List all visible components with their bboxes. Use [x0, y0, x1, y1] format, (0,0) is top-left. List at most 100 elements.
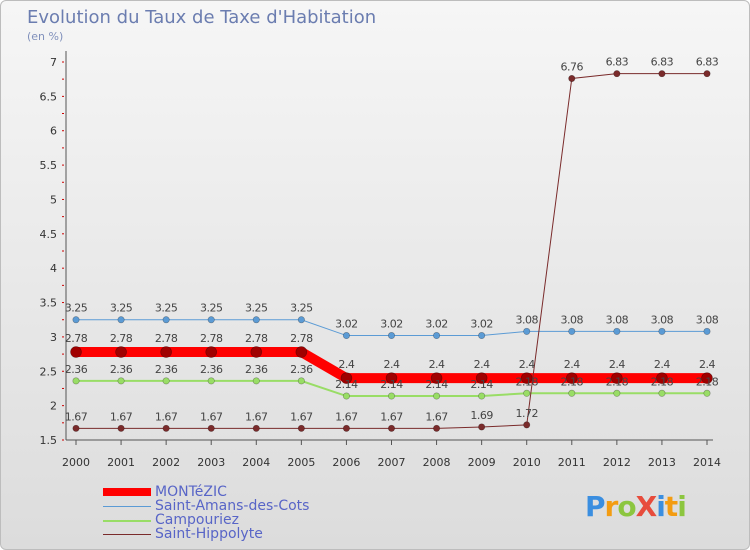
data-point-1: [162, 316, 170, 324]
data-point-3: [387, 424, 395, 432]
data-point-3: [252, 424, 260, 432]
data-point-3: [478, 423, 486, 431]
data-label-3: 1.67: [380, 410, 403, 423]
data-point-1: [703, 327, 711, 335]
data-point-2: [342, 392, 350, 400]
data-label-1: 3.25: [200, 302, 223, 315]
x-tick-label: 2000: [62, 456, 90, 469]
data-label-1: 3.08: [515, 313, 538, 326]
data-point-0: [70, 346, 82, 358]
data-label-0: 2.78: [200, 332, 223, 345]
data-label-2: 2.14: [470, 378, 493, 391]
data-label-3: 1.67: [200, 410, 223, 423]
data-label-3: 1.72: [515, 407, 538, 420]
legend-swatch-campouriez: [103, 520, 151, 522]
data-label-2: 2.36: [245, 363, 268, 376]
data-point-2: [252, 377, 260, 385]
data-point-3: [703, 70, 711, 78]
legend-swatch-saint-hippolyte: [103, 534, 151, 535]
data-label-1: 3.08: [561, 313, 584, 326]
data-label-0: 2.4: [519, 358, 535, 371]
data-point-2: [297, 377, 305, 385]
data-label-2: 2.36: [110, 363, 133, 376]
data-point-0: [295, 346, 308, 358]
data-point-0: [205, 346, 218, 358]
data-point-0: [611, 372, 623, 384]
data-point-3: [433, 424, 441, 432]
y-tick-label: 2.5: [40, 365, 58, 378]
data-point-1: [613, 327, 621, 335]
data-point-0: [565, 372, 578, 384]
data-label-1: 3.02: [470, 318, 493, 331]
data-point-3: [568, 74, 576, 82]
x-tick-label: 2010: [513, 456, 541, 469]
data-point-2: [523, 389, 531, 397]
x-tick-label: 2005: [287, 456, 315, 469]
data-point-1: [478, 332, 486, 340]
data-label-3: 6.83: [696, 56, 719, 69]
data-label-0: 2.78: [155, 332, 178, 345]
data-label-1: 3.25: [245, 302, 268, 315]
data-point-0: [520, 372, 533, 384]
data-label-1: 3.02: [380, 318, 403, 331]
data-point-0: [701, 372, 713, 384]
x-tick-label: 2011: [558, 456, 586, 469]
data-label-1: 3.25: [110, 302, 133, 315]
data-point-2: [72, 377, 80, 385]
data-point-0: [385, 372, 398, 384]
proxiti-logo: ProXiti: [585, 490, 687, 523]
data-point-3: [162, 424, 170, 432]
legend-swatch-montezic: [103, 488, 151, 496]
x-tick-label: 2014: [693, 456, 721, 469]
data-label-0: 2.4: [429, 358, 445, 371]
y-tick-label: 2: [50, 400, 57, 413]
data-point-3: [342, 424, 350, 432]
y-tick-label: 1.5: [40, 434, 58, 447]
data-label-1: 3.25: [290, 302, 313, 315]
data-label-3: 6.76: [561, 60, 584, 73]
y-tick-label: 4: [50, 262, 57, 275]
data-label-2: 2.18: [696, 375, 719, 388]
data-label-3: 1.69: [470, 409, 493, 422]
y-tick-label: 3: [50, 331, 57, 344]
data-label-0: 2.4: [338, 358, 354, 371]
data-point-2: [613, 389, 621, 397]
data-point-1: [117, 316, 125, 324]
x-tick-label: 2004: [242, 456, 270, 469]
data-point-3: [207, 424, 215, 432]
data-point-0: [250, 346, 263, 358]
data-label-0: 2.78: [245, 332, 268, 345]
data-label-2: 2.18: [515, 375, 538, 388]
data-label-0: 2.4: [654, 358, 670, 371]
data-point-3: [297, 424, 305, 432]
x-tick-label: 2008: [423, 456, 451, 469]
data-point-2: [162, 377, 170, 385]
data-label-3: 1.67: [245, 410, 268, 423]
data-point-0: [340, 372, 353, 384]
x-tick-label: 2009: [468, 456, 496, 469]
data-label-2: 2.36: [155, 363, 178, 376]
y-tick-label: 5.5: [40, 159, 58, 172]
data-point-1: [568, 327, 576, 335]
data-point-2: [703, 389, 711, 397]
data-label-2: 2.36: [290, 363, 313, 376]
data-label-1: 3.08: [651, 313, 674, 326]
data-label-3: 6.83: [606, 56, 629, 69]
y-tick-label: 6.5: [40, 90, 58, 103]
chart-title: Evolution du Taux de Taxe d'Habitation: [27, 7, 377, 28]
data-label-1: 3.02: [335, 318, 358, 331]
x-tick-label: 2001: [107, 456, 135, 469]
data-label-0: 2.4: [699, 358, 715, 371]
data-point-3: [658, 70, 666, 78]
data-point-0: [656, 372, 668, 384]
legend-label-campouriez: Campouriez: [155, 512, 239, 528]
data-point-2: [433, 392, 441, 400]
data-label-1: 3.25: [65, 302, 88, 315]
y-tick-label: 5: [50, 193, 57, 206]
data-label-2: 2.18: [606, 375, 629, 388]
data-label-0: 2.78: [110, 332, 133, 345]
data-point-1: [297, 316, 305, 324]
chart-subtitle: (en %): [27, 30, 64, 43]
data-label-2: 2.18: [561, 375, 584, 388]
data-label-3: 1.67: [65, 410, 88, 423]
